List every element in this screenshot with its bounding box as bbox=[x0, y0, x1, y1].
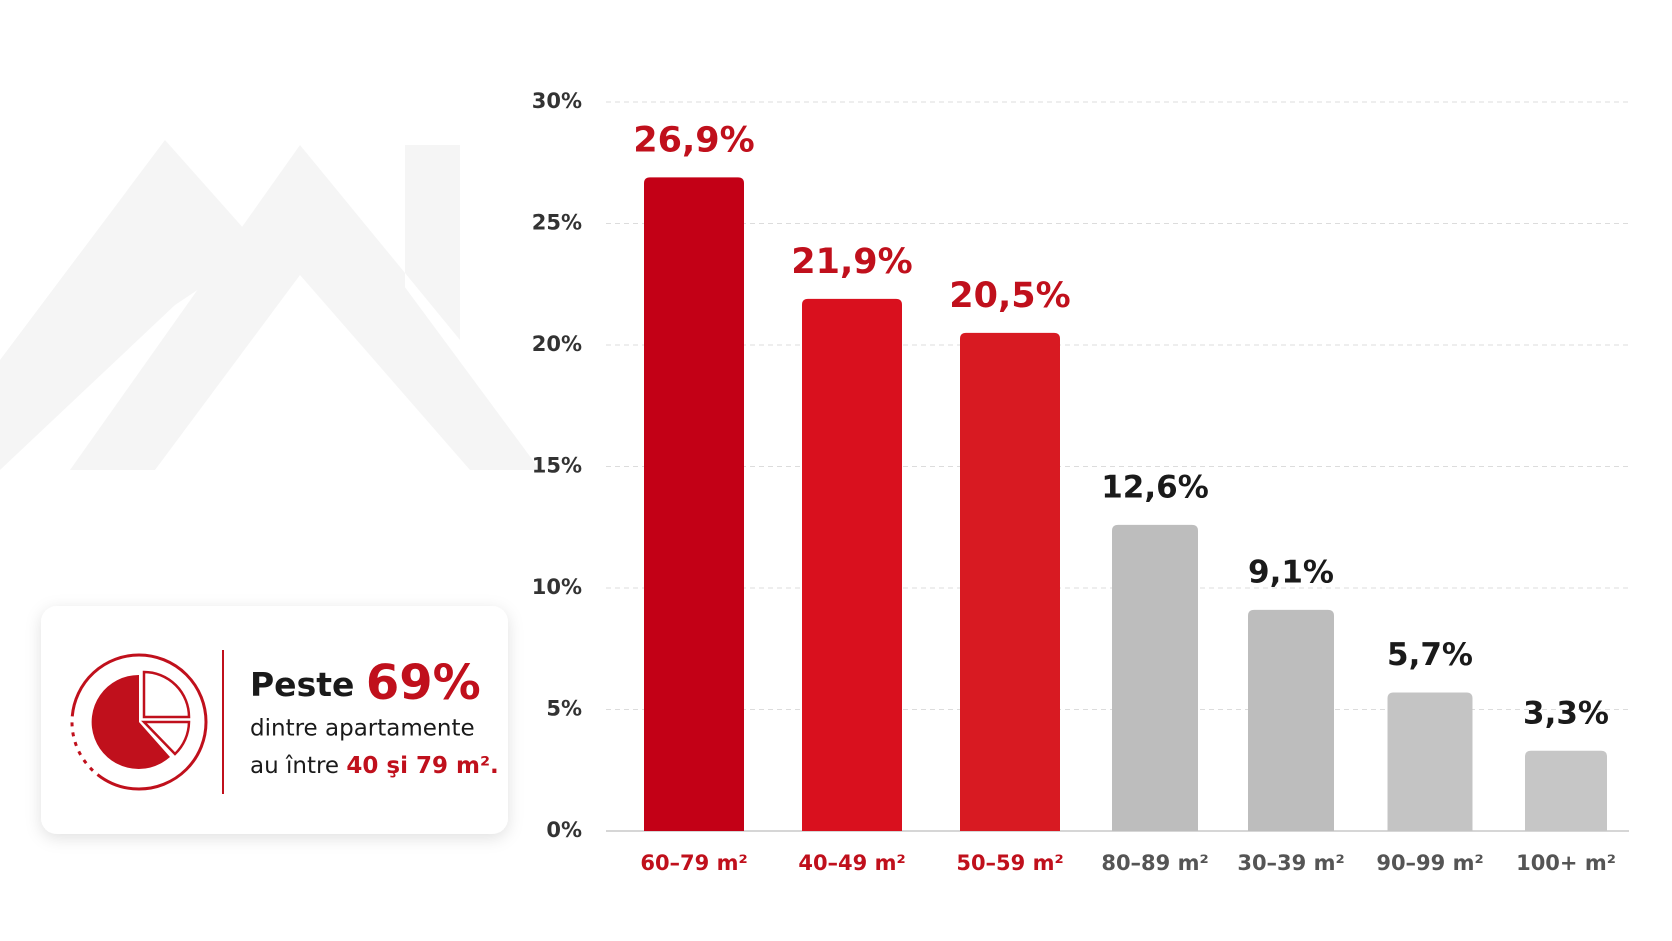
callout-highlight: 40 şi 79 m². bbox=[346, 753, 498, 779]
bar bbox=[1248, 609, 1334, 831]
x-tick-label: 30–39 m² bbox=[1237, 851, 1344, 875]
y-tick-label: 20% bbox=[532, 332, 582, 356]
value-label: 26,9% bbox=[633, 120, 754, 160]
value-label: 20,5% bbox=[949, 276, 1070, 316]
chart: 0% 5% 10% 15% 20% 25% 30% 26,9% 60–79 m² 21,9% 40–… bbox=[532, 89, 1629, 875]
x-tick-label: 50–59 m² bbox=[956, 851, 1063, 875]
x-tick-label: 60–79 m² bbox=[640, 851, 747, 875]
callout-figure: 69% bbox=[366, 655, 481, 711]
x-tick-label: 80–89 m² bbox=[1101, 851, 1208, 875]
bar bbox=[1525, 750, 1607, 831]
value-label: 12,6% bbox=[1101, 469, 1209, 505]
value-label: 5,7% bbox=[1387, 637, 1473, 673]
callout-card: Peste 69% dintre apartamente au între 40… bbox=[41, 606, 508, 834]
x-tick-label: 100+ m² bbox=[1516, 851, 1616, 875]
callout-line3: au între 40 şi 79 m². bbox=[250, 753, 499, 779]
bar bbox=[1112, 524, 1198, 831]
value-label: 21,9% bbox=[791, 242, 912, 282]
callout-text: au între bbox=[250, 753, 339, 779]
y-tick-label: 0% bbox=[546, 818, 582, 842]
background-logo bbox=[0, 140, 540, 470]
y-tick-label: 5% bbox=[546, 697, 582, 721]
y-tick-label: 10% bbox=[532, 575, 582, 599]
y-tick-label: 25% bbox=[532, 211, 582, 235]
x-tick-label: 90–99 m² bbox=[1376, 851, 1483, 875]
bar bbox=[1387, 692, 1473, 831]
callout-line1: Peste 69% bbox=[250, 655, 481, 711]
pie-icon bbox=[70, 653, 208, 791]
bar bbox=[802, 298, 902, 832]
callout-lead: Peste bbox=[250, 665, 354, 704]
y-tick-label: 30% bbox=[532, 89, 582, 113]
value-label: 9,1% bbox=[1248, 554, 1334, 590]
bar bbox=[960, 332, 1060, 831]
bar bbox=[644, 177, 744, 831]
x-tick-label: 40–49 m² bbox=[798, 851, 905, 875]
callout-line2: dintre apartamente bbox=[250, 716, 475, 742]
value-label: 3,3% bbox=[1523, 695, 1609, 731]
y-tick-label: 15% bbox=[532, 454, 582, 478]
